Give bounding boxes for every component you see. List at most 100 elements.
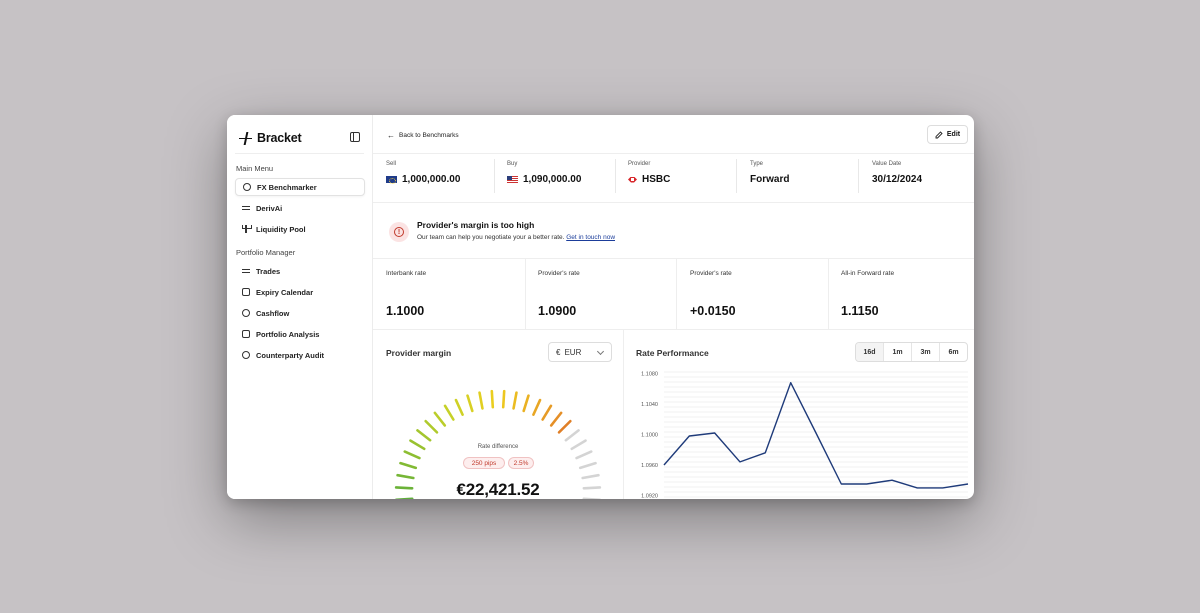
sell-label: Sell: [386, 161, 397, 167]
gauge-tick: [522, 394, 530, 413]
sidebar-item-fx-benchmarker[interactable]: FX Benchmarker: [235, 178, 365, 196]
gauge-tick: [443, 404, 455, 421]
interbank-rate-cell: Interbank rate 1.1000: [373, 259, 525, 329]
edit-button[interactable]: Edit: [927, 125, 968, 144]
sidebar-item-derivai[interactable]: DerivAi: [235, 199, 365, 217]
gauge-tick: [399, 461, 418, 470]
rates-row: Interbank rate 1.1000 Provider's rate 1.…: [373, 259, 974, 329]
gauge-tick: [578, 461, 597, 470]
dollar-icon: [242, 309, 250, 317]
hsbc-logo-icon: [628, 177, 637, 183]
currency-value: EUR: [564, 347, 582, 357]
currency-select[interactable]: € EUR: [548, 342, 612, 362]
sidebar-collapse-icon[interactable]: [350, 132, 360, 142]
value-date-value: 30/12/2024: [872, 174, 923, 185]
sidebar-item-label: Liquidity Pool: [256, 224, 306, 234]
rate-value: 1.0900: [538, 304, 577, 318]
provider-value-wrap: HSBC: [628, 174, 670, 185]
provider-margin-title: Provider margin: [386, 348, 452, 358]
back-label: Back to Benchmarks: [399, 132, 459, 139]
sell-value: 1,000,000.00: [402, 174, 461, 185]
rate-value: +0.0150: [690, 304, 736, 318]
buy-label: Buy: [507, 161, 518, 167]
range-1m-button[interactable]: 1m: [884, 343, 912, 361]
type-cell: Type Forward: [737, 155, 859, 203]
margin-gauge: [394, 389, 602, 499]
gauge-tick: [424, 419, 439, 434]
gauge-tick: [416, 429, 432, 442]
sidebar-item-label: Cashflow: [256, 308, 290, 318]
sidebar-item-portfolio-analysis[interactable]: Portfolio Analysis: [235, 325, 365, 343]
range-16d-button[interactable]: 16d: [856, 343, 884, 361]
eu-flag-icon: [386, 176, 397, 184]
gauge-tick: [403, 450, 421, 460]
provider-cell: Provider HSBC: [615, 155, 737, 203]
range-3m-button[interactable]: 3m: [912, 343, 940, 361]
sidebar-item-label: Portfolio Analysis: [256, 329, 320, 339]
sidebar: Bracket Main Menu FX Benchmarker DerivAi…: [227, 115, 373, 499]
sell-cell: Sell 1,000,000.00: [373, 155, 495, 203]
gauge-tick: [501, 389, 506, 409]
portfolio-manager-title: Portfolio Manager: [236, 248, 296, 257]
edit-label: Edit: [946, 131, 961, 138]
panel-divider: [623, 329, 624, 499]
alert-title: Provider's margin is too high: [417, 220, 535, 230]
rate-series-line: [663, 381, 969, 489]
rate-label: Interbank rate: [386, 270, 427, 277]
info-divider: [615, 159, 616, 193]
trade-info-row: Sell 1,000,000.00 Buy 1,090,000.00 Provi…: [373, 155, 974, 203]
gauge-tick: [466, 394, 474, 413]
arrow-left-icon: ←: [387, 131, 395, 140]
range-selector: 16d 1m 3m 6m: [855, 342, 968, 362]
gauge-tick: [549, 411, 563, 427]
rate-divider: [676, 259, 677, 329]
warning-icon: !: [394, 227, 404, 237]
gauge-tick: [557, 419, 572, 434]
y-tick-label: 1.0920: [641, 493, 658, 499]
get-in-touch-link[interactable]: Get in touch now: [566, 234, 616, 241]
gauge-icon: [243, 183, 251, 191]
gauge-tick: [541, 404, 553, 421]
main-menu-title: Main Menu: [236, 164, 274, 173]
sidebar-item-counterparty-audit[interactable]: Counterparty Audit: [235, 346, 365, 364]
sidebar-item-label: Trades: [256, 266, 281, 276]
brand[interactable]: Bracket: [239, 129, 302, 147]
value-date-cell: Value Date 30/12/2024: [859, 155, 974, 203]
info-bottom-divider: [373, 202, 974, 203]
euro-icon: €: [556, 347, 561, 357]
back-link[interactable]: ← Back to Benchmarks: [387, 131, 459, 140]
swap-icon: [242, 204, 250, 212]
info-divider: [494, 159, 495, 193]
gauge-tick: [478, 391, 484, 410]
alert-text: Our team can help you negotiate your a b…: [417, 234, 565, 241]
margin-amount: €22,421.52: [456, 480, 540, 499]
sidebar-item-cashflow[interactable]: Cashflow: [235, 304, 365, 322]
sidebar-item-liquidity-pool[interactable]: Liquidity Pool: [235, 220, 365, 238]
range-6m-button[interactable]: 6m: [948, 348, 959, 356]
gauge-tick: [575, 450, 593, 460]
gauge-tick: [532, 398, 542, 416]
provider-value: HSBC: [642, 174, 671, 185]
y-tick-label: 1.1000: [641, 433, 658, 439]
main-panel: ← Back to Benchmarks Edit Sell 1,000,000…: [373, 115, 974, 499]
gauge-tick: [582, 486, 602, 490]
sidebar-item-expiry-calendar[interactable]: Expiry Calendar: [235, 283, 365, 301]
rate-value: 1.1150: [841, 304, 879, 318]
buy-value-wrap: 1,090,000.00: [507, 174, 581, 185]
info-divider: [736, 159, 737, 193]
rate-performance-title: Rate Performance: [636, 348, 709, 358]
value-date-label: Value Date: [872, 161, 902, 167]
sidebar-item-trades[interactable]: Trades: [235, 262, 365, 280]
app-window: Bracket Main Menu FX Benchmarker DerivAi…: [227, 115, 974, 499]
provider-label: Provider: [628, 161, 651, 167]
buy-value: 1,090,000.00: [523, 174, 582, 185]
us-flag-icon: [507, 176, 518, 183]
y-tick-label: 1.1040: [641, 402, 658, 408]
gauge-tick: [570, 439, 587, 451]
sidebar-item-label: DerivAi: [256, 203, 283, 213]
alert-bottom-divider: [373, 258, 974, 259]
gauge-tick: [396, 473, 415, 480]
header-divider: [373, 153, 974, 154]
rate-value: 1.1000: [386, 304, 425, 318]
gauge-tick: [409, 439, 426, 451]
